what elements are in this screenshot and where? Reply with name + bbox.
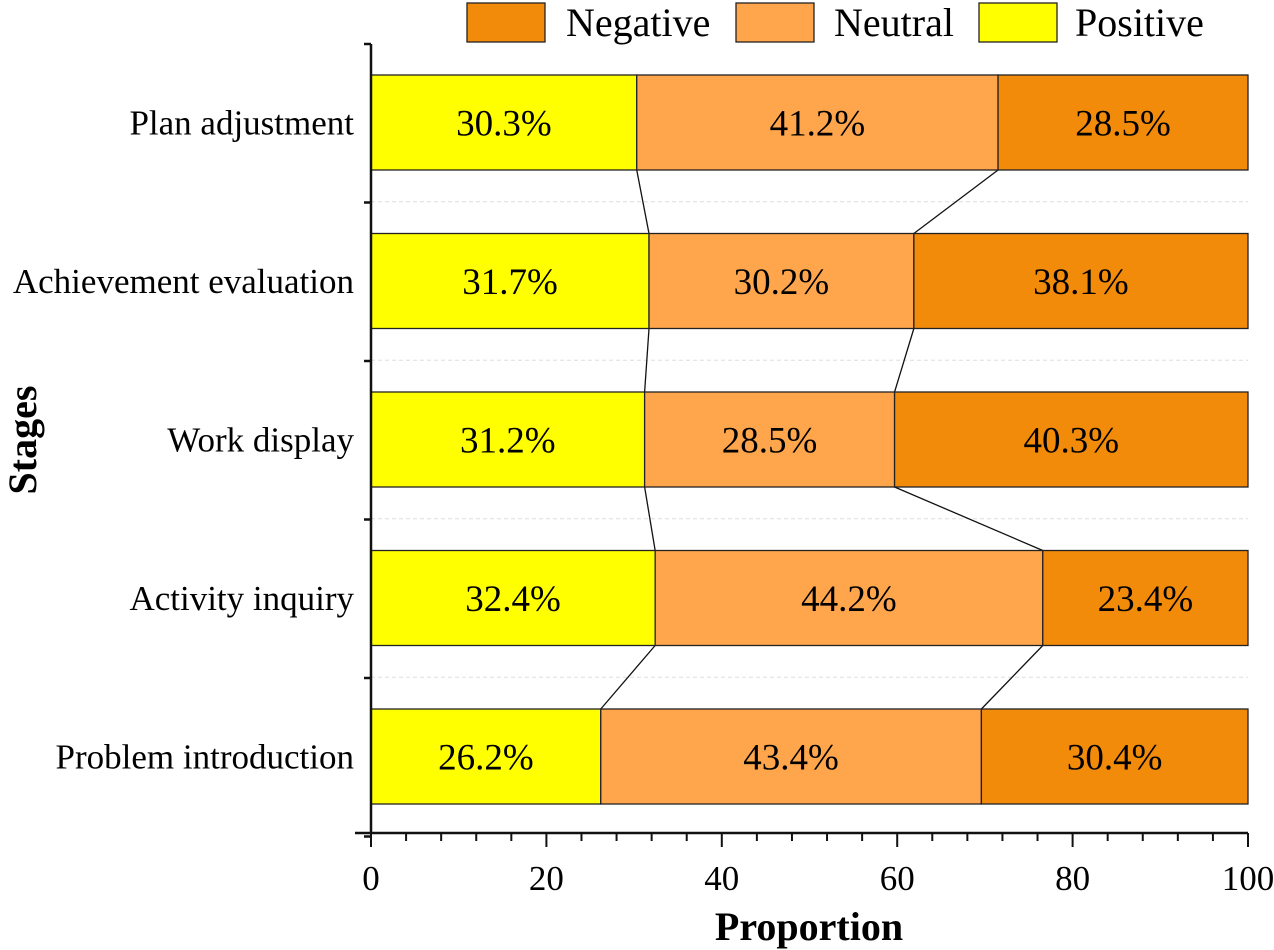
y-tick-label: Activity inquiry xyxy=(129,579,354,618)
legend-swatch-neutral xyxy=(735,2,815,43)
bar-segment-neutral xyxy=(648,232,915,330)
y-axis-title: Stages xyxy=(0,386,45,495)
data-label: 31.7% xyxy=(462,262,558,303)
y-tick-label: Plan adjustment xyxy=(129,104,354,143)
data-label: 30.3% xyxy=(456,104,552,145)
data-label: 28.5% xyxy=(722,421,818,462)
y-tick-label: Work display xyxy=(167,421,354,460)
legend[interactable]: Negative Neutral Positive xyxy=(466,0,1204,45)
y-tick-label: Achievement evaluation xyxy=(13,262,354,301)
data-label: 30.2% xyxy=(734,262,830,303)
x-tick-label: 0 xyxy=(362,859,380,898)
data-label: 26.2% xyxy=(438,738,534,779)
connector-line xyxy=(893,328,915,393)
data-label: 44.2% xyxy=(801,579,897,620)
data-label: 43.4% xyxy=(743,738,839,779)
legend-label: Negative xyxy=(566,0,710,45)
bar-segment-negative xyxy=(997,74,1249,171)
gridlines xyxy=(371,201,1248,678)
data-label: 23.4% xyxy=(1098,579,1194,620)
bar-segment-positive xyxy=(370,549,656,647)
connector-line xyxy=(913,169,999,235)
data-label: 40.3% xyxy=(1023,421,1119,462)
bar-segment-positive xyxy=(370,232,650,330)
data-label: 30.4% xyxy=(1067,738,1163,779)
legend-swatch-positive xyxy=(978,2,1058,43)
x-axis-title: Proportion xyxy=(715,904,903,949)
bar-segment-negative xyxy=(980,708,1249,805)
legend-label: Positive xyxy=(1075,0,1204,45)
connector-line xyxy=(980,645,1044,710)
connector-line xyxy=(643,328,650,393)
x-tick-label: 20 xyxy=(529,859,564,898)
bar-segment-negative xyxy=(913,232,1249,330)
data-label: 32.4% xyxy=(465,579,561,620)
data-label: 38.1% xyxy=(1033,262,1129,303)
connector-lines xyxy=(600,169,1044,710)
connector-line xyxy=(643,486,656,551)
bars: 30.3% 41.2% 28.5% 31.7% 30.2% 38.1% 31.2% 28.5%… xyxy=(370,74,1249,805)
connector-line xyxy=(894,486,1044,552)
data-label: 41.2% xyxy=(770,104,866,145)
bar-segment-neutral xyxy=(636,74,999,171)
bar-segment-negative xyxy=(893,391,1249,488)
x-tick-label: 80 xyxy=(1055,859,1090,898)
bar-segment-negative xyxy=(1042,549,1249,647)
axes: Plan adjustment Achievement evaluation Wor… xyxy=(13,42,1274,898)
bar-segment-positive xyxy=(370,708,602,805)
connector-line xyxy=(636,169,650,234)
bar-segment-neutral xyxy=(600,708,983,805)
data-label: 31.2% xyxy=(460,421,556,462)
data-label: 28.5% xyxy=(1075,104,1171,145)
x-tick-label: 100 xyxy=(1222,859,1274,898)
legend-label: Neutral xyxy=(834,0,954,45)
connector-line xyxy=(600,645,656,710)
y-tick-label: Problem introduction xyxy=(56,738,354,777)
legend-swatch-negative xyxy=(466,2,546,43)
x-tick-label: 40 xyxy=(704,859,739,898)
bar-segment-neutral xyxy=(643,391,896,488)
x-tick-label: 60 xyxy=(880,859,915,898)
